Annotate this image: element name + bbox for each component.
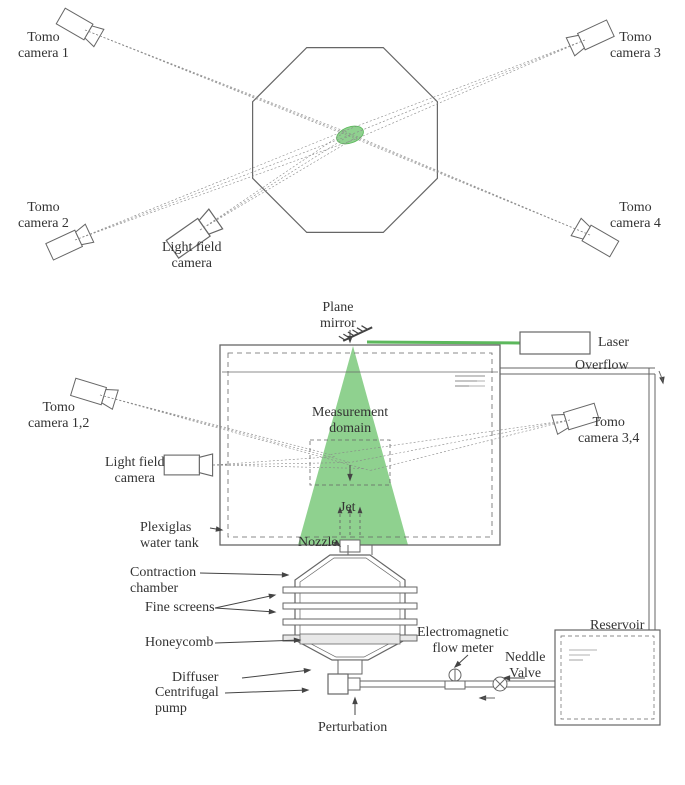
- label-plexiglas-tank: Plexiglaswater tank: [140, 520, 199, 552]
- label-laser: Laser: [598, 335, 629, 351]
- label-diffuser: Diffuser: [172, 670, 218, 686]
- label-tomo-camera-12: Tomocamera 1,2: [28, 400, 89, 432]
- label-lightfield-side: Light fieldcamera: [105, 455, 165, 487]
- label-tomo-camera-4: Tomocamera 4: [610, 200, 661, 232]
- label-centrifugal-pump: Centrifugalpump: [155, 685, 219, 717]
- experimental-setup-diagram: [0, 0, 685, 785]
- label-nozzle: Nozzle: [298, 535, 338, 551]
- label-reservoir: Reservoir: [590, 618, 644, 634]
- label-overflow: Overflow: [575, 358, 629, 374]
- label-honeycomb: Honeycomb: [145, 635, 213, 651]
- label-plane-mirror: Planemirror: [320, 300, 356, 332]
- label-flow-meter: Electromagneticflow meter: [417, 625, 509, 657]
- label-tomo-camera-1: Tomocamera 1: [18, 30, 69, 62]
- label-tomo-camera-2: Tomocamera 2: [18, 200, 69, 232]
- label-needle-valve: NeddleValve: [505, 650, 545, 682]
- label-tomo-camera-3: Tomocamera 3: [610, 30, 661, 62]
- label-lightfield-top: Light fieldcamera: [162, 240, 222, 272]
- label-jet: Jet: [340, 500, 356, 516]
- label-contraction-chamber: Contractionchamber: [130, 565, 196, 597]
- label-measurement-domain: Measurementdomain: [312, 405, 388, 437]
- label-perturbation: Perturbation: [318, 720, 387, 736]
- label-tomo-camera-34: Tomocamera 3,4: [578, 415, 639, 447]
- label-fine-screens: Fine screens: [145, 600, 215, 616]
